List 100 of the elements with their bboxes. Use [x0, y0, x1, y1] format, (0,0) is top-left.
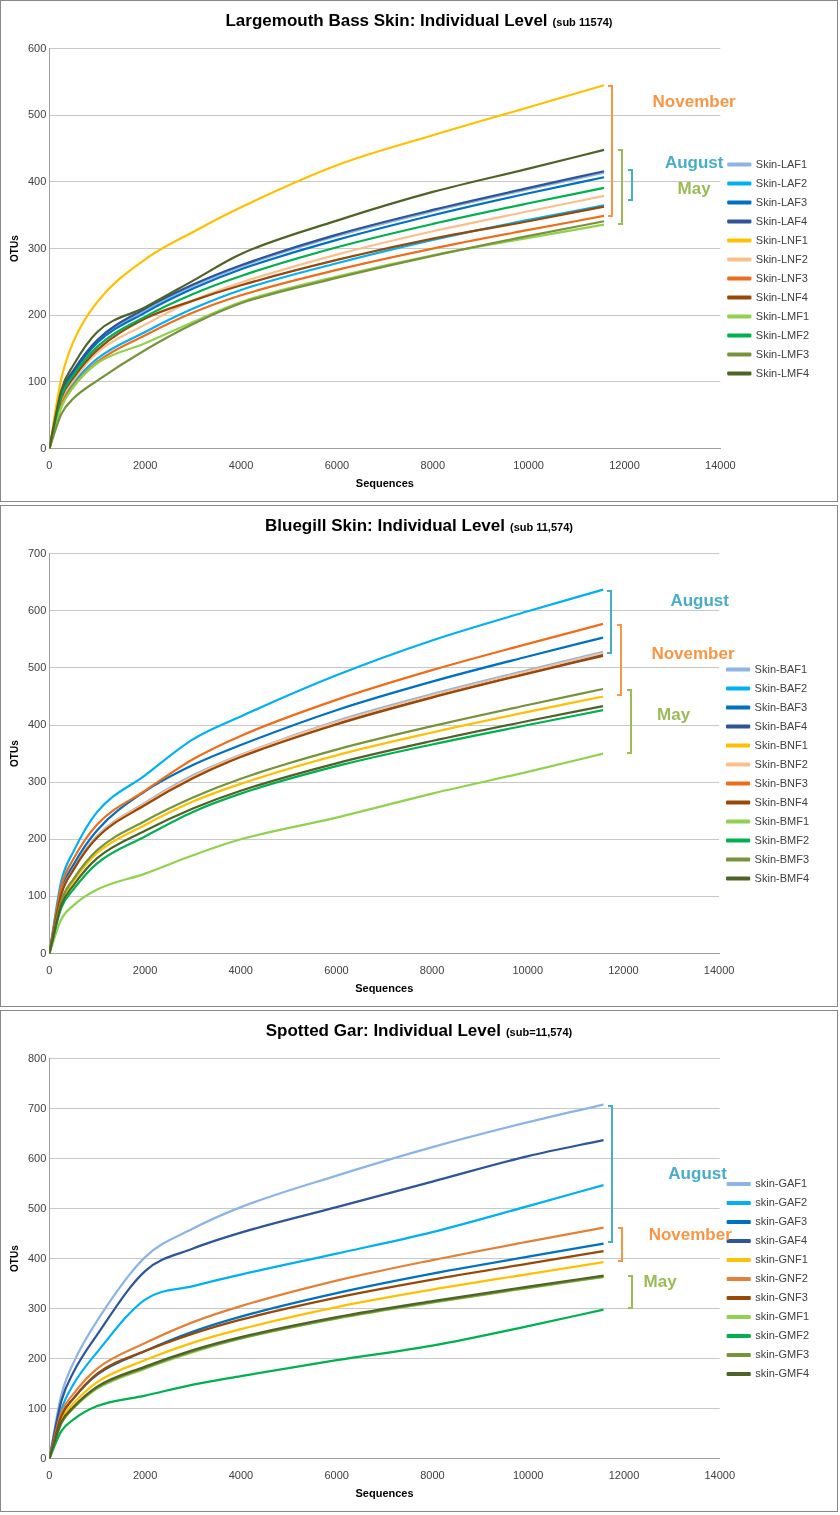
- y-tick-label: 300: [27, 1301, 47, 1314]
- legend-label: Skin-BMF3: [754, 852, 810, 865]
- x-tick-label: 12000: [608, 964, 639, 977]
- line-series: [49, 752, 605, 954]
- y-axis-title: OTUs: [8, 234, 20, 262]
- y-tick-label: 400: [27, 174, 47, 187]
- annotation: May: [677, 179, 712, 199]
- x-axis-title: Sequences: [355, 477, 414, 490]
- y-tick-label: 600: [27, 1151, 47, 1164]
- y-tick-label: 0: [40, 1451, 47, 1464]
- y-tick-label: 200: [27, 832, 47, 845]
- legend-label: skin-GNF3: [755, 1291, 808, 1304]
- legend-label: skin-GAF4: [755, 1234, 808, 1247]
- annotation: August: [668, 1164, 728, 1184]
- legend-label: Skin-BNF2: [754, 757, 808, 770]
- y-tick-label: 300: [27, 241, 47, 254]
- legend-label: Skin-LNF1: [755, 233, 808, 246]
- y-tick-label: 300: [27, 775, 47, 788]
- legend-label: skin-GMF3: [755, 1348, 809, 1361]
- y-tick-label: 0: [40, 946, 47, 959]
- legend-label: skin-GMF1: [755, 1310, 809, 1323]
- annotation: May: [643, 1272, 678, 1292]
- chart-title: Largemouth Bass Skin: Individual Level: [225, 11, 548, 30]
- y-axis-title: OTUs: [8, 1244, 20, 1272]
- legend-label: Skin-BMF4: [754, 871, 810, 884]
- x-tick-label: 8000: [420, 1469, 445, 1482]
- y-axis-title: OTUs: [8, 739, 20, 767]
- y-tick-label: 200: [27, 308, 47, 321]
- y-tick-label: 100: [27, 1401, 47, 1414]
- legend-label: Skin-BNF4: [754, 795, 808, 808]
- x-axis-title: Sequences: [355, 1487, 414, 1500]
- x-tick-label: 14000: [705, 459, 736, 472]
- y-tick-label: 400: [27, 718, 47, 731]
- annotation: November: [652, 92, 737, 112]
- annotation: November: [651, 643, 735, 663]
- y-tick-label: 700: [27, 1101, 47, 1114]
- line-series: [49, 1308, 605, 1459]
- legend-label: Skin-BNF1: [754, 738, 808, 751]
- x-tick-label: 2000: [132, 964, 158, 977]
- y-tick-label: 0: [40, 441, 47, 454]
- x-tick-label: 12000: [608, 1469, 640, 1482]
- x-tick-label: 2000: [132, 459, 158, 472]
- annotation: May: [657, 704, 691, 724]
- x-tick-label: 6000: [324, 1469, 349, 1482]
- legend-label: skin-GNF1: [755, 1253, 808, 1266]
- legend-label: skin-GMF4: [755, 1367, 809, 1380]
- x-tick-label: 6000: [324, 459, 350, 472]
- x-tick-label: 8000: [419, 964, 445, 977]
- legend-label: Skin-LMF1: [755, 309, 810, 322]
- x-tick-label: 14000: [704, 1469, 736, 1482]
- x-tick-label: 4000: [228, 1469, 254, 1482]
- x-tick-label: 6000: [324, 964, 349, 977]
- legend-label: skin-GAF3: [755, 1215, 808, 1228]
- legend-label: Skin-LMF4: [755, 366, 810, 379]
- y-tick-label: 800: [27, 1051, 47, 1064]
- y-tick-label: 500: [27, 108, 47, 121]
- x-axis-title: Sequences: [355, 982, 414, 995]
- legend-label: Skin-LAF2: [755, 176, 808, 189]
- legend-label: Skin-BAF2: [754, 681, 808, 694]
- legend-label: Skin-BNF3: [754, 776, 808, 789]
- legend-label: skin-GNF2: [755, 1272, 808, 1285]
- x-tick-label: 10000: [513, 459, 544, 472]
- y-tick-label: 100: [27, 889, 47, 902]
- y-tick-label: 600: [27, 603, 47, 616]
- y-tick-label: 400: [27, 1251, 47, 1264]
- x-tick-label: 2000: [132, 1469, 158, 1482]
- legend-label: Skin-LMF2: [755, 328, 810, 341]
- legend-label: Skin-LMF3: [755, 347, 810, 360]
- x-tick-label: 14000: [703, 964, 735, 977]
- legend-label: Skin-BAF4: [754, 719, 808, 732]
- y-tick-label: 500: [27, 660, 47, 673]
- annotation: August: [670, 591, 730, 611]
- legend-label: skin-GMF2: [755, 1329, 809, 1342]
- y-tick-label: 100: [27, 374, 47, 387]
- x-tick-label: 4000: [228, 459, 254, 472]
- chart-title: Spotted Gar: Individual Level: [265, 1021, 501, 1040]
- legend-label: Skin-BAF1: [754, 662, 808, 675]
- y-tick-label: 700: [27, 546, 47, 559]
- x-tick-label: 8000: [420, 459, 446, 472]
- chart-title: Bluegill Skin: Individual Level: [265, 516, 505, 535]
- annotation: November: [648, 1225, 733, 1245]
- legend-label: skin-GAF1: [755, 1177, 808, 1190]
- legend-label: Skin-LNF4: [755, 290, 808, 303]
- legend-label: Skin-LAF3: [755, 195, 808, 208]
- chart-subtitle: (sub 11,574): [509, 521, 573, 533]
- legend-label: Skin-LNF3: [755, 271, 808, 284]
- x-tick-label: 12000: [609, 459, 640, 472]
- y-tick-label: 500: [27, 1201, 47, 1214]
- legend-label: Skin-BAF3: [754, 700, 808, 713]
- legend-label: Skin-LNF2: [755, 252, 808, 265]
- legend-label: Skin-BMF1: [754, 814, 810, 827]
- y-tick-label: 200: [27, 1351, 47, 1364]
- legend-label: skin-GAF2: [755, 1196, 808, 1209]
- x-tick-label: 10000: [512, 1469, 544, 1482]
- x-tick-label: 4000: [228, 964, 253, 977]
- x-tick-label: 10000: [512, 964, 544, 977]
- y-tick-label: 600: [27, 41, 47, 54]
- annotation: August: [664, 153, 724, 173]
- legend-label: Skin-BMF2: [754, 833, 810, 846]
- chart-subtitle: (sub 11574): [552, 16, 613, 28]
